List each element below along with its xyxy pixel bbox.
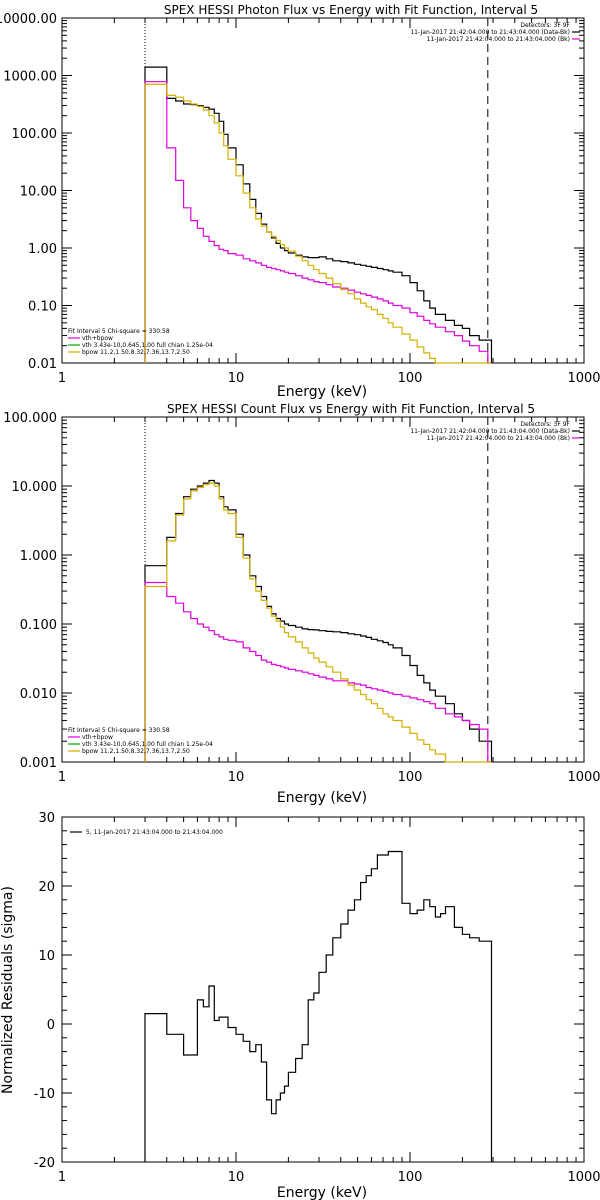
residuals-x-tick-label: 1000 [567,1170,600,1185]
count-flux-legend-top-right-entry: Detectors: 3F 9F [520,421,570,428]
count-flux-y-tick-label: 1.000 [20,549,57,564]
residuals-y-tick-label: 30 [38,811,55,826]
residuals-ylabel: Normalized Residuals (sigma) [0,886,16,1094]
count-flux-y-tick-label: 0.001 [20,756,57,771]
count-flux-y-tick-label: 0.010 [20,687,57,702]
count-flux-y-tick-label: 100.000 [3,411,57,426]
residuals-x-tick-label: 100 [398,1170,423,1185]
count-flux-x-tick-label: 10 [228,770,245,785]
count-flux-y-tick-label: 10.000 [12,480,58,495]
count-flux-x-tick-label: 1000 [567,770,600,785]
count-flux-plot-frame [61,416,585,763]
residuals-y-tick-label: 0 [47,1018,55,1033]
residuals-plot-frame [61,816,585,1163]
photon-flux-x-tick-label: 10 [228,371,245,386]
residuals-series-residuals [144,850,493,1162]
count-flux-legend-bottom-left-entry: Fit Interval 5 Chi-square = 330.58 [68,727,170,734]
count-flux-legend-bottom-left-entry: vth 3.43e-10,0.645,1.00 full chian 1.25e… [82,741,213,748]
photon-flux-y-tick-label: 1000.00 [3,70,57,85]
photon-flux-legend-bottom-left-entry: bpow 11.2,1.50,8.32,7.36,13.7,2.50 [82,349,190,356]
photon-flux-x-tick-label: 1000 [567,371,600,386]
photon-flux-legend-bottom-left-entry: Fit Interval 5 Chi-square = 330.58 [68,328,170,335]
photon-flux-y-tick-label: 0.10 [28,300,57,315]
photon-flux-series-bpow [144,83,492,364]
residuals-y-tick-label: -20 [34,1156,55,1171]
photon-flux-y-tick-label: 0.01 [28,357,57,372]
count-flux-y-tick-label: 0.100 [20,618,57,633]
photon-flux-legend-bottom-left-entry: vth 3.43e-10,0.645,1.00 full chian 1.25e… [82,342,213,349]
count-flux-x-tick-label: 1 [58,770,66,785]
photon-flux-y-tick-label: 1.00 [28,242,57,257]
count-flux-xlabel: Energy (keV) [277,790,367,806]
photon-flux-x-tick-label: 1 [58,371,66,386]
count-flux-legend-bottom-left-entry: bpow 11.2,1.50,8.32,7.36,13.7,2.50 [82,748,190,755]
count-flux-legend-top-right-entry: 11-Jan-2017 21:42:04.000 to 21:43:04.000… [427,435,570,442]
residuals-y-tick-label: -10 [34,1087,55,1102]
photon-flux-panel: SPEX HESSI Photon Flux vs Energy with Fi… [0,3,600,400]
count-flux-legend-top-right-entry: 11-Jan-2017 21:42:04.000 to 21:43:04.000… [410,428,570,435]
photon-flux-legend-top-right-entry: 11-Jan-2017 21:42:04.000 to 21:43:04.000… [427,36,570,43]
photon-flux-x-tick-label: 100 [398,371,423,386]
residuals-x-tick-label: 1 [58,1170,66,1185]
count-flux-series-bpow [144,482,492,763]
photon-flux-title: SPEX HESSI Photon Flux vs Energy with Fi… [164,3,538,17]
residuals-legend-top-left-entry: 5, 11-Jan-2017 21:43:04.000 to 21:43:04.… [86,829,223,836]
count-flux-legend-bottom-left-entry: vth+bpow [82,734,113,741]
count-flux-series-bk [144,581,492,763]
photon-flux-series-data-bk [144,66,493,363]
photon-flux-y-tick-label: 10.00 [20,185,57,200]
photon-flux-series-bk [144,81,492,364]
count-flux-title: SPEX HESSI Count Flux vs Energy with Fit… [167,402,535,416]
photon-flux-y-tick-label: 100.00 [12,127,58,142]
count-flux-series-data-bk [144,479,493,762]
photon-flux-legend-bottom-left-entry: vth+bpow [82,335,113,342]
residuals-y-tick-label: 20 [38,880,55,895]
count-flux-panel: SPEX HESSI Count Flux vs Energy with Fit… [3,402,600,806]
residuals-x-tick-label: 10 [228,1170,245,1185]
residuals-xlabel: Energy (keV) [277,1185,367,1200]
photon-flux-xlabel: Energy (keV) [277,384,367,400]
residuals-y-tick-label: 10 [38,949,55,964]
count-flux-x-tick-label: 100 [398,770,423,785]
photon-flux-legend-top-right-entry: 11-Jan-2017 21:42:04.000 to 21:43:04.000… [410,29,570,36]
photon-flux-y-tick-label: 10000.00 [0,12,57,27]
residuals-panel: Normalized Residuals (sigma) Energy (keV… [0,811,600,1200]
photon-flux-legend-top-right-entry: Detectors: 3F 9F [520,22,570,29]
